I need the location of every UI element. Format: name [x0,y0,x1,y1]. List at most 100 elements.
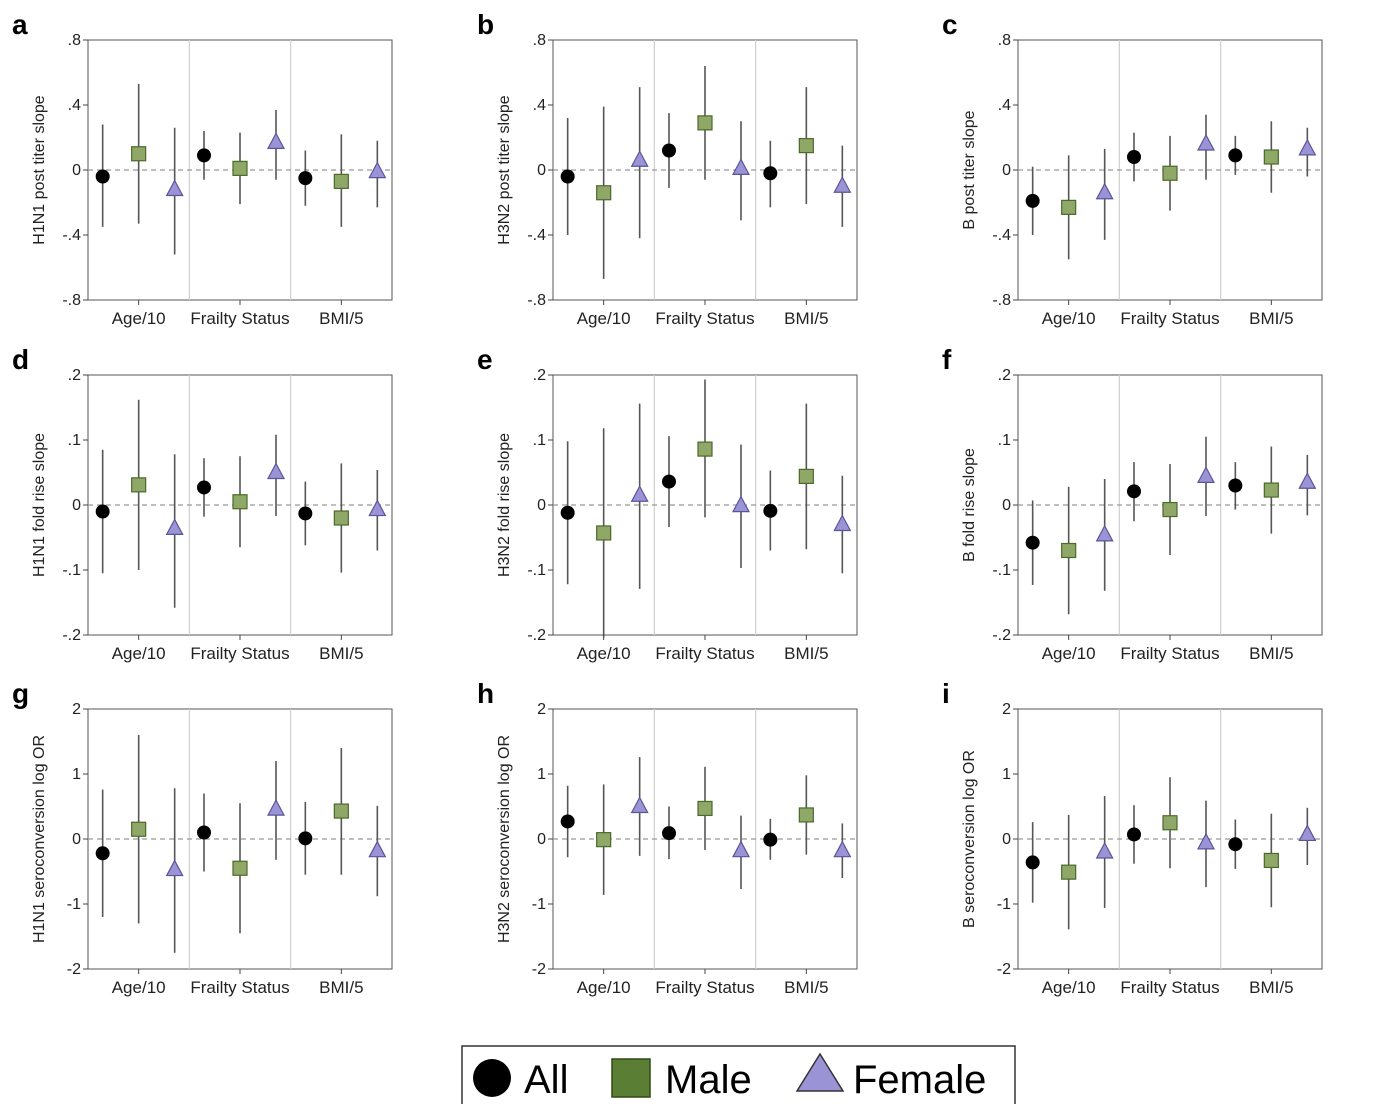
x-category-label: Frailty Status [655,978,754,997]
x-category-label: Age/10 [1042,644,1096,663]
y-axis-label: B post titer slope [961,110,978,229]
point-male [333,510,349,526]
point-male [1061,542,1077,559]
y-tick-label: -1 [67,896,81,913]
y-tick-label: -2 [997,961,1011,978]
y-axis-label: H1N1 seroconversion log OR [31,735,48,943]
x-category-label: Age/10 [112,978,166,997]
x-category-label: BMI/5 [319,978,363,997]
point-male [1263,482,1279,498]
y-tick-label: .4 [533,97,546,114]
point-all [298,831,313,846]
legend-all-label: All [524,1058,568,1102]
y-tick-label: 1 [537,766,546,783]
y-tick-label: -.8 [62,292,81,309]
x-category-label: BMI/5 [1249,978,1293,997]
x-category-label: Age/10 [112,309,166,328]
point-female [165,859,184,877]
y-tick-label: -.1 [62,562,81,579]
y-tick-label: -1 [997,896,1011,913]
x-category-label: Frailty Status [190,978,289,997]
panel-i: 2 1 0 -1 -2 B seroconversion log OR i Age/10 Fra… [942,678,1323,997]
point-male [1263,852,1279,869]
point-male [1061,864,1077,880]
point-all [1127,484,1141,499]
x-category-label: BMI/5 [784,644,828,663]
legend-female-marker [795,1052,845,1092]
point-male [232,160,248,176]
point-male [798,468,814,484]
panel-d: .2 .1 0 -.1 -.2 H1N1 fold rise slope d Age/10 Fr… [12,344,393,663]
x-category-label: Frailty Status [190,644,289,663]
point-male [1162,501,1178,518]
y-tick-label: .8 [68,32,81,49]
point-female [1298,138,1317,156]
point-female [1095,841,1114,859]
point-female [267,462,285,480]
point-female [368,499,387,517]
y-tick-label: -.1 [527,562,546,579]
point-female [833,840,852,858]
point-all [95,169,110,184]
y-tick-label: 1 [1002,766,1011,783]
y-axis-label: H3N2 fold rise slope [496,433,513,577]
point-all [560,814,575,829]
y-axis-label: H3N2 seroconversion log OR [496,735,513,943]
x-category-label: BMI/5 [319,309,363,328]
x-category-label: Frailty Status [655,309,754,328]
point-all [1025,535,1040,550]
y-tick-label: .1 [68,432,81,449]
point-all [560,505,575,520]
x-category-label: Frailty Status [1120,644,1219,663]
y-tick-label: .4 [68,97,81,114]
y-tick-label: -.8 [992,292,1011,309]
point-female [1197,832,1215,850]
y-tick-label: 0 [72,831,81,848]
y-tick-label: 0 [1002,831,1011,848]
y-tick-label: -.2 [992,627,1011,644]
y-axis-label: B seroconversion log OR [961,750,978,928]
x-category-label: Age/10 [1042,978,1096,997]
point-all [662,826,676,841]
point-all [197,825,211,840]
y-tick-label: -.4 [527,227,546,244]
panel-letter: h [477,678,494,709]
point-male [1162,815,1178,831]
point-male [697,115,713,131]
panel-f: .2 .1 0 -.1 -.2 B fold rise slope f Age/10 Frail… [942,344,1323,663]
point-male [697,800,713,817]
panel-c: .8 .4 0 -.4 -.8 B post titer slope c Age/10 Frai… [942,9,1323,328]
y-axis-label: H1N1 post titer slope [31,95,48,245]
point-female [1298,824,1317,842]
panel-h: 2 1 0 -1 -2 H3N2 seroconversion log OR h Age/10… [477,678,858,997]
point-male [232,494,248,510]
point-female [1298,471,1317,489]
y-tick-label: -.4 [62,227,81,244]
point-female [368,161,387,179]
point-all [197,148,211,163]
point-female [630,149,649,167]
x-category-label: Age/10 [577,309,631,328]
point-female [368,840,387,858]
point-all [763,503,778,518]
point-all [1228,478,1243,493]
point-all [763,166,778,181]
legend-male-label: Male [665,1058,752,1102]
y-axis-label: H3N2 post titer slope [496,95,513,245]
point-female [732,840,750,858]
x-category-label: BMI/5 [319,644,363,663]
point-female [267,132,285,149]
point-female [732,495,750,513]
y-tick-label: -.8 [527,292,546,309]
point-male [596,525,612,541]
y-tick-label: -1 [532,896,546,913]
point-female [267,798,285,816]
y-tick-label: 2 [1002,701,1011,718]
panel-a: .8 .4 0 -.4 -.8 H1N1 post titer slope a Age/10 F… [12,9,393,328]
point-male [232,860,248,876]
panel-letter: c [942,9,958,40]
y-tick-label: -.2 [62,627,81,644]
x-category-label: Frailty Status [190,309,289,328]
point-all [763,832,778,847]
y-tick-label: .8 [533,32,546,49]
